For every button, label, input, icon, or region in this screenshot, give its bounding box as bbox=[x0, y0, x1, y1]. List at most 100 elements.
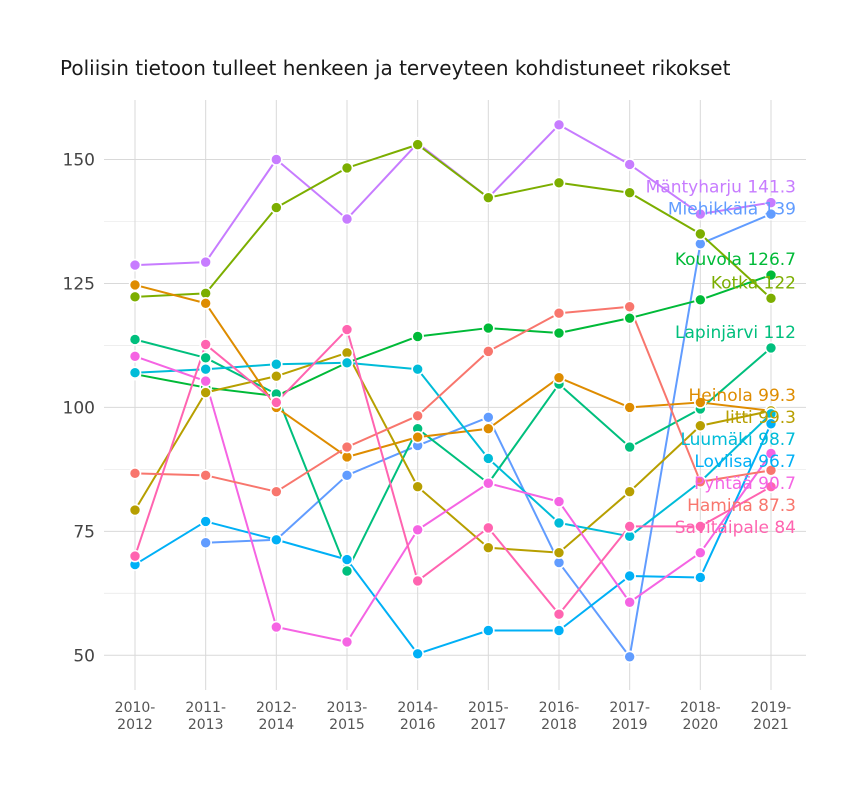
data-point bbox=[623, 158, 636, 171]
data-point bbox=[270, 369, 283, 383]
data-point bbox=[340, 553, 354, 566]
series-end-label: Mäntyharju 141.3 bbox=[646, 178, 796, 198]
x-axis-ticks: 2010-2012 2011-2013 2012-2014 2013-2015 2014… bbox=[115, 700, 792, 733]
data-point bbox=[552, 516, 566, 530]
series-line bbox=[134, 351, 772, 554]
y-tick-label: 150 bbox=[63, 150, 95, 170]
data-point bbox=[411, 574, 424, 588]
data-point bbox=[199, 536, 212, 550]
data-point bbox=[694, 520, 707, 533]
x-tick-label: 2010-2012 bbox=[115, 700, 156, 733]
data-point bbox=[340, 356, 354, 370]
series-line bbox=[134, 423, 772, 655]
data-point bbox=[340, 635, 354, 649]
data-point bbox=[199, 351, 212, 365]
data-point bbox=[482, 345, 495, 358]
data-point bbox=[340, 323, 354, 336]
x-tick-label: 2012-2014 bbox=[256, 700, 297, 733]
data-point bbox=[270, 357, 283, 371]
data-point bbox=[764, 480, 778, 494]
data-point bbox=[340, 212, 354, 226]
series-line bbox=[134, 355, 772, 643]
data-point bbox=[694, 396, 707, 409]
data-point bbox=[340, 469, 354, 482]
series-end-label: Loviisa 96.7 bbox=[694, 452, 796, 472]
data-point bbox=[128, 549, 142, 563]
data-point bbox=[623, 401, 636, 414]
data-point bbox=[764, 417, 778, 431]
data-point bbox=[623, 300, 636, 314]
data-point bbox=[764, 341, 778, 355]
data-point bbox=[128, 290, 142, 304]
data-point bbox=[340, 440, 354, 454]
data-point bbox=[482, 321, 495, 335]
y-tick-label: 75 bbox=[73, 522, 95, 542]
data-point bbox=[411, 647, 424, 661]
data-point bbox=[199, 515, 212, 528]
data-point bbox=[270, 201, 283, 214]
data-point bbox=[128, 258, 142, 272]
series-line bbox=[134, 305, 772, 493]
data-point bbox=[128, 278, 142, 292]
series-end-label: Miehikkälä 139 bbox=[668, 200, 796, 220]
data-point bbox=[199, 296, 212, 310]
series-end-label: Hamina 87.3 bbox=[687, 496, 796, 516]
series-end-label: Pyhtää 90.7 bbox=[694, 474, 796, 494]
data-point bbox=[128, 503, 142, 517]
data-point bbox=[199, 338, 212, 351]
data-point bbox=[270, 485, 283, 498]
data-point bbox=[764, 268, 778, 282]
data-point bbox=[128, 467, 142, 480]
data-point bbox=[623, 311, 636, 325]
data-point bbox=[552, 176, 566, 190]
data-point bbox=[199, 374, 212, 388]
data-point bbox=[623, 650, 636, 664]
data-point bbox=[764, 292, 778, 305]
data-point bbox=[482, 452, 495, 465]
x-tick-label: 2011-2013 bbox=[185, 700, 226, 733]
data-point bbox=[270, 153, 283, 166]
data-point bbox=[623, 485, 636, 498]
series-line bbox=[134, 274, 772, 397]
data-point bbox=[552, 495, 566, 508]
data-point bbox=[199, 386, 212, 399]
data-point bbox=[270, 533, 283, 547]
data-point bbox=[552, 607, 566, 621]
y-tick-label: 50 bbox=[73, 646, 95, 666]
data-point bbox=[623, 595, 636, 609]
data-point bbox=[411, 362, 424, 376]
data-point bbox=[552, 306, 566, 320]
series-line bbox=[134, 361, 772, 538]
x-tick-label: 2018-2020 bbox=[680, 700, 721, 733]
data-point bbox=[199, 469, 212, 482]
data-point bbox=[270, 396, 283, 409]
data-point bbox=[623, 186, 636, 200]
data-point bbox=[411, 523, 424, 537]
data-point bbox=[694, 227, 707, 241]
data-point bbox=[552, 118, 566, 132]
series-line bbox=[134, 283, 772, 458]
data-point bbox=[552, 546, 566, 559]
y-tick-label: 100 bbox=[63, 398, 95, 418]
data-point bbox=[482, 476, 495, 490]
series-lines bbox=[134, 123, 772, 658]
series-points bbox=[128, 118, 778, 664]
data-point bbox=[128, 333, 142, 346]
x-tick-label: 2016-2018 bbox=[539, 700, 580, 733]
data-point bbox=[694, 475, 707, 489]
data-point bbox=[552, 326, 566, 340]
data-point bbox=[482, 422, 495, 436]
series-line bbox=[134, 143, 772, 300]
data-point bbox=[482, 411, 495, 424]
series-line bbox=[134, 338, 772, 573]
data-point bbox=[482, 191, 495, 204]
data-point bbox=[482, 521, 495, 535]
data-point bbox=[694, 419, 707, 433]
data-point bbox=[623, 569, 636, 583]
series-end-label: Luumäki 98.7 bbox=[680, 430, 796, 450]
data-point bbox=[694, 293, 707, 307]
data-point bbox=[764, 464, 778, 477]
data-point bbox=[199, 255, 212, 269]
